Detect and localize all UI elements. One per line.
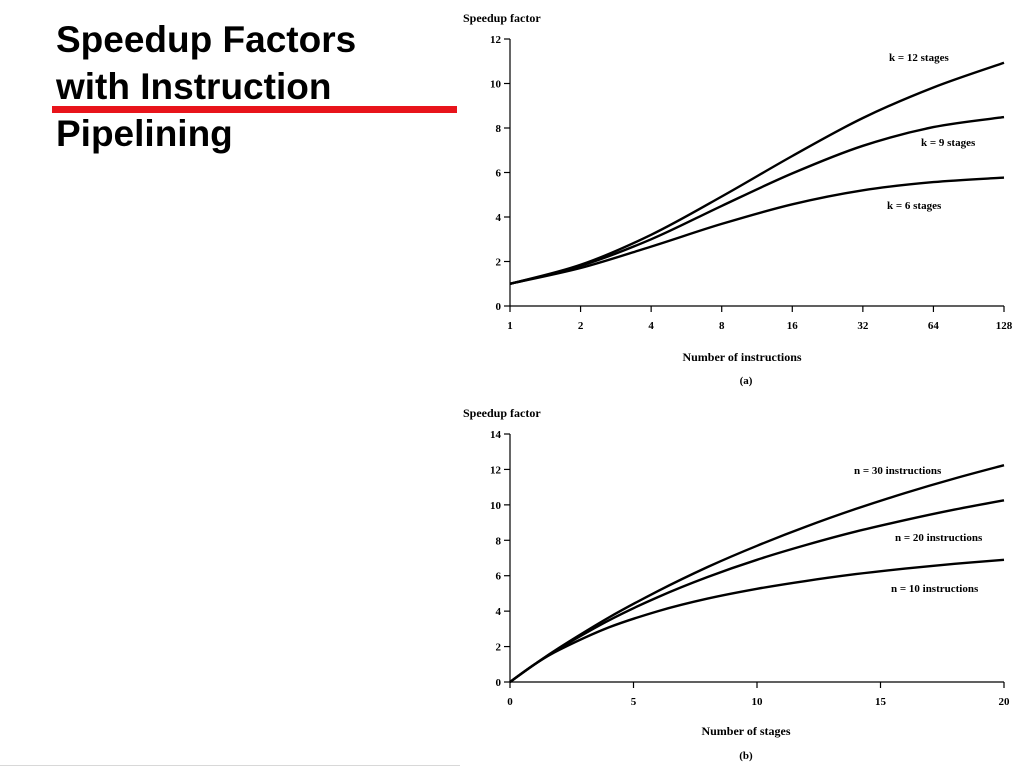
chart-b-xlabel: Number of stages bbox=[701, 724, 790, 738]
chart-b-x-tick-label: 5 bbox=[631, 696, 637, 708]
chart-b-y-tick-label: 4 bbox=[496, 606, 502, 618]
chart-b-y-tick-label: 6 bbox=[496, 571, 502, 583]
chart-a-series-label-k6: k = 6 stages bbox=[887, 200, 942, 212]
chart-a-x-tick-label: 8 bbox=[719, 320, 725, 332]
chart-a-y-tick-label: 2 bbox=[496, 257, 502, 269]
chart-a-x-tick-label: 128 bbox=[996, 320, 1013, 332]
chart-a-y-tick-label: 0 bbox=[496, 301, 502, 313]
chart-a-y-ticks: 0 2 4 6 8 10 12 bbox=[490, 34, 510, 313]
chart-a-ylabel: Speedup factor bbox=[463, 11, 541, 25]
chart-a-x-tick-label: 4 bbox=[648, 320, 654, 332]
slide-title: Speedup Factors with Instruction Pipelin… bbox=[56, 16, 356, 157]
chart-a-x-tick-label: 64 bbox=[928, 320, 940, 332]
chart-b-curves bbox=[509, 464, 1005, 683]
chart-b-x-tick-label: 10 bbox=[752, 696, 764, 708]
slide-title-line-1: Speedup Factors bbox=[56, 19, 357, 60]
chart-a-series-line-3 bbox=[509, 176, 1005, 285]
chart-a-y-tick-label: 12 bbox=[490, 34, 502, 46]
chart-b-series-label-n10: n = 10 instructions bbox=[891, 583, 979, 595]
chart-b-series-line-1 bbox=[509, 464, 1005, 683]
chart-a-series-label-k9: k = 9 stages bbox=[921, 137, 976, 149]
chart-a-x-tick-label: 16 bbox=[787, 320, 799, 332]
chart-a-x-tick-label: 2 bbox=[578, 320, 584, 332]
slide-title-line-2: with Instruction bbox=[56, 66, 332, 107]
chart-b-series-label-n20: n = 20 instructions bbox=[895, 532, 983, 544]
slide-title-line-3: Pipelining bbox=[56, 113, 233, 154]
chart-a-y-tick-label: 4 bbox=[496, 212, 502, 224]
chart-a-y-tick-label: 8 bbox=[496, 123, 502, 135]
chart-b-x-tick-label: 0 bbox=[507, 696, 513, 708]
chart-a-x-tick-label: 1 bbox=[507, 320, 513, 332]
chart-a-x-tick-label: 32 bbox=[857, 320, 869, 332]
chart-a-xlabel: Number of instructions bbox=[682, 350, 801, 364]
chart-a: Speedup factor 0 2 4 6 8 10 12 1 2 4 8 16 32 64 128 k… bbox=[455, 0, 1024, 392]
chart-b-y-tick-label: 0 bbox=[496, 677, 502, 689]
chart-a-series-line-1 bbox=[509, 61, 1005, 285]
chart-b-x-ticks: 0 5 10 15 20 bbox=[507, 682, 1010, 708]
chart-b-y-tick-label: 10 bbox=[490, 500, 502, 512]
chart-a-y-tick-label: 6 bbox=[496, 168, 502, 180]
chart-b-y-tick-label: 8 bbox=[496, 535, 502, 547]
chart-b-x-tick-label: 20 bbox=[999, 696, 1011, 708]
chart-a-caption: (a) bbox=[740, 375, 753, 387]
chart-b-ylabel: Speedup factor bbox=[463, 406, 541, 420]
chart-a-series-line-2 bbox=[509, 115, 1005, 285]
footer-rule bbox=[0, 765, 460, 766]
chart-b: Speedup factor 0 2 4 6 8 10 12 14 0 5 10 15 20 n = … bbox=[455, 398, 1024, 768]
title-underline bbox=[52, 106, 457, 113]
chart-b-y-tick-label: 2 bbox=[496, 642, 502, 654]
chart-b-svg: Speedup factor 0 2 4 6 8 10 12 14 0 5 10 15 20 n = … bbox=[463, 406, 1010, 762]
chart-a-y-tick-label: 10 bbox=[490, 79, 502, 91]
chart-b-y-tick-label: 14 bbox=[490, 429, 502, 441]
chart-b-series-line-3 bbox=[509, 558, 1005, 683]
chart-b-y-ticks: 0 2 4 6 8 10 12 14 bbox=[490, 429, 510, 689]
chart-a-curves bbox=[509, 61, 1005, 285]
chart-b-caption: (b) bbox=[739, 750, 753, 762]
chart-a-series-label-k12: k = 12 stages bbox=[889, 52, 949, 64]
chart-b-x-tick-label: 15 bbox=[875, 696, 887, 708]
chart-a-x-ticks: 1 2 4 8 16 32 64 128 bbox=[507, 306, 1013, 332]
chart-b-y-tick-label: 12 bbox=[490, 464, 502, 476]
chart-b-series-label-n30: n = 30 instructions bbox=[854, 465, 942, 477]
